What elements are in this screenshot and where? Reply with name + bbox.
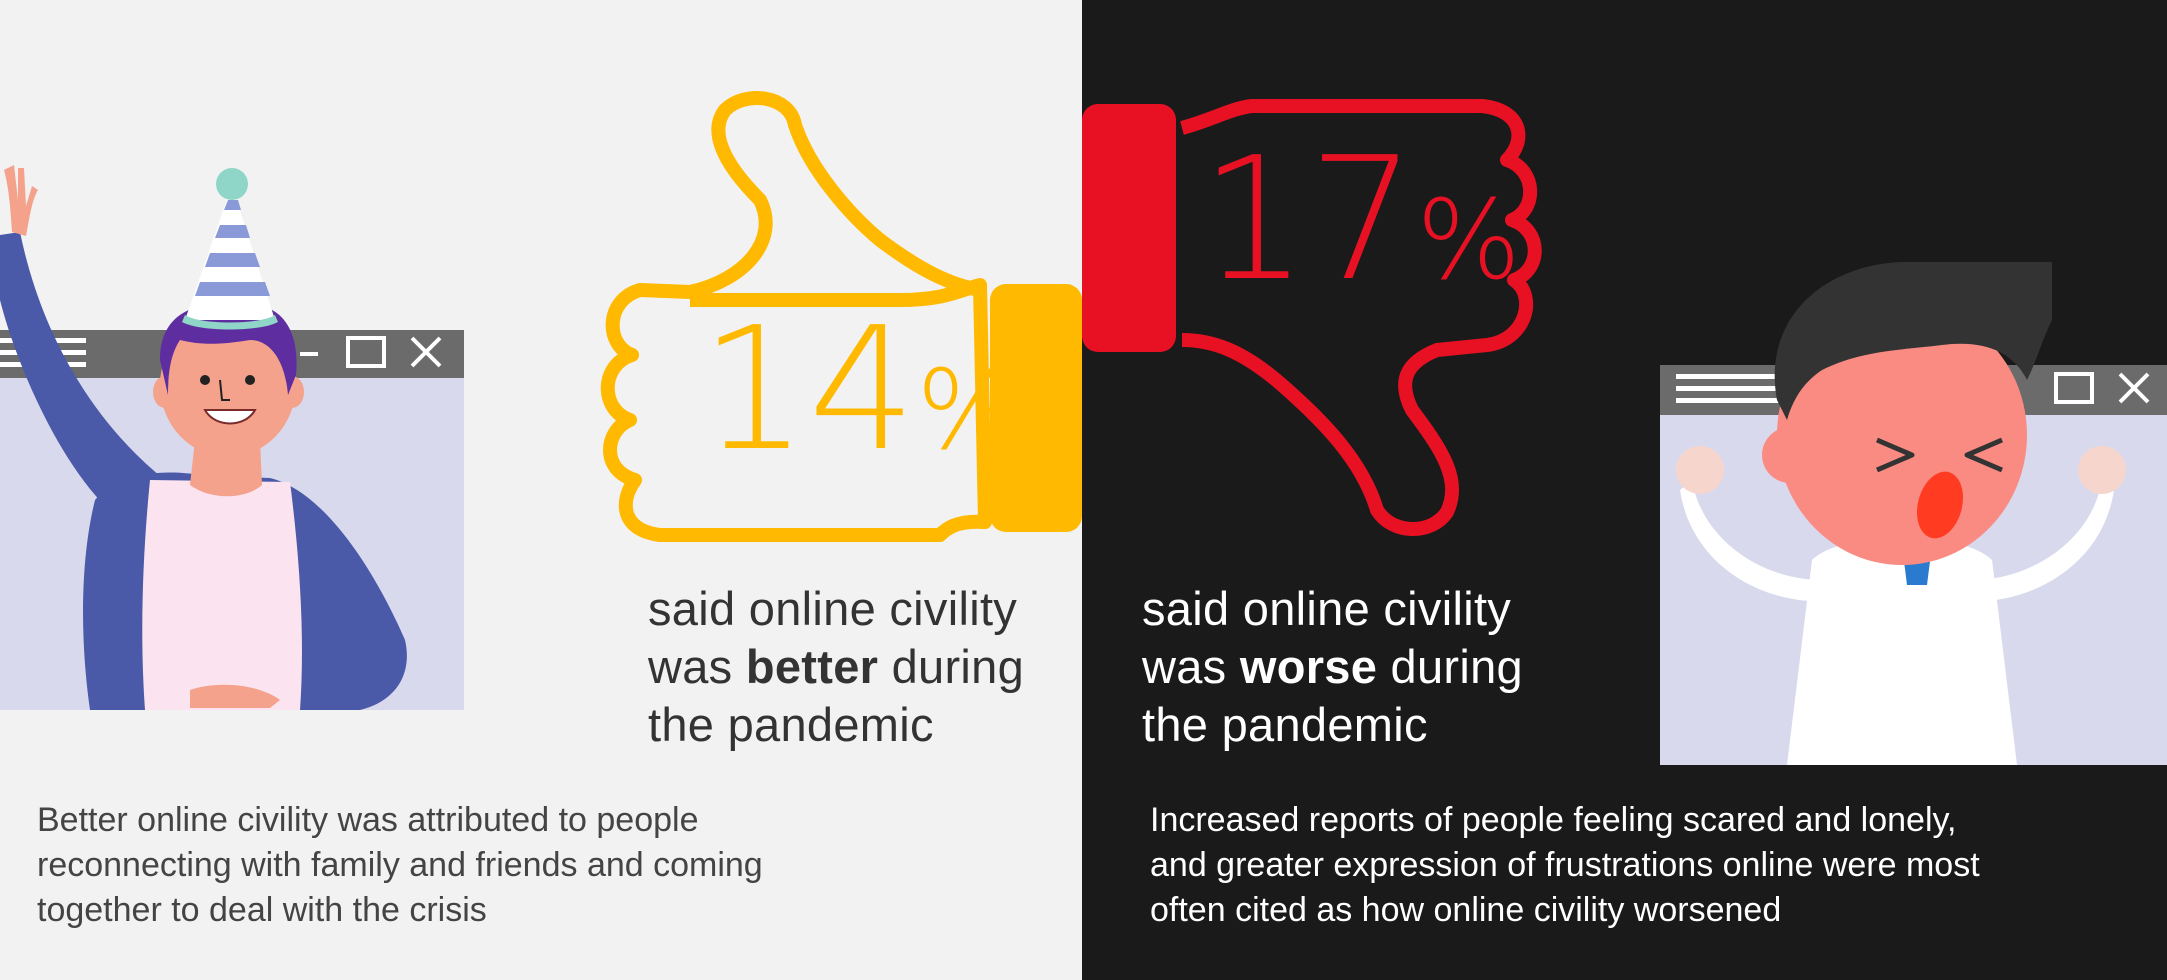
better-description-line: together to deal with the crisis xyxy=(37,891,487,929)
waving-person xyxy=(0,165,407,710)
worse-caption-line2: was worse during xyxy=(1142,638,1523,696)
better-percent: 14% xyxy=(700,300,1021,500)
better-percent-value: 14 xyxy=(700,291,917,489)
happy-person-illustration xyxy=(0,91,1082,710)
better-description-line: Better online civility was attributed to… xyxy=(37,801,699,839)
better-civility-panel: 14% said online civility was better duri… xyxy=(0,0,1082,980)
menu-lines-icon xyxy=(1676,374,1786,403)
better-stat-caption: said online civility was better during t… xyxy=(648,580,1024,754)
worse-caption-prefix: was xyxy=(1142,640,1240,693)
thumbs-down-icon xyxy=(1082,99,1542,536)
worse-caption-line1: said online civility xyxy=(1142,582,1512,635)
close-icon xyxy=(2118,372,2150,404)
better-percent-symbol: % xyxy=(916,346,1021,474)
worse-caption-suffix: during xyxy=(1377,640,1523,693)
better-caption-line1: said online civility xyxy=(648,582,1018,635)
better-keyword: better xyxy=(745,640,879,693)
worse-percent-symbol: % xyxy=(1416,176,1521,304)
better-caption-suffix: during xyxy=(878,640,1025,693)
better-caption-prefix: was xyxy=(648,640,746,693)
worse-percent-value: 17 xyxy=(1200,121,1417,319)
worse-keyword: worse xyxy=(1239,640,1378,693)
better-caption-line2: was better during xyxy=(648,638,1024,696)
worse-description-line: often cited as how online civility worse… xyxy=(1150,891,1782,929)
worse-description: Increased reports of people feeling scar… xyxy=(1150,798,1980,933)
worse-description-line: Increased reports of people feeling scar… xyxy=(1150,801,1957,839)
worse-civility-panel: 17% said online civility was worse durin… xyxy=(1082,0,2167,980)
maximize-icon xyxy=(2054,372,2094,404)
worse-description-line: and greater expression of frustrations o… xyxy=(1150,846,1980,884)
better-description: Better online civility was attributed to… xyxy=(37,798,763,933)
worse-caption-line3: the pandemic xyxy=(1142,698,1428,751)
maximize-icon xyxy=(346,336,386,368)
upset-person-illustration xyxy=(1082,99,2167,765)
upset-person xyxy=(1676,262,2126,765)
worse-stat-caption: said online civility was worse during th… xyxy=(1142,580,1523,754)
better-caption-line3: the pandemic xyxy=(648,698,934,751)
better-description-line: reconnecting with family and friends and… xyxy=(37,846,763,884)
close-icon xyxy=(410,336,442,368)
worse-percent: 17% xyxy=(1200,130,1521,330)
minimize-icon xyxy=(300,352,318,356)
thumbs-up-icon xyxy=(600,91,1082,542)
